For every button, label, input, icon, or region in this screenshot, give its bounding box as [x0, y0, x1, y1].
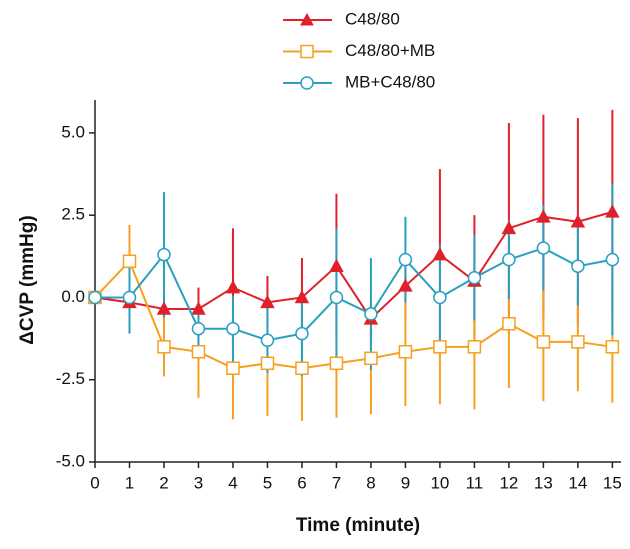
- marker: [294, 289, 310, 304]
- marker: [329, 356, 344, 371]
- x-axis-label: Time (minute): [296, 515, 420, 536]
- y-tick-label: -2.5: [56, 369, 85, 388]
- legend-label: C48/80+MB: [345, 41, 435, 60]
- marker: [226, 321, 240, 336]
- marker: [364, 307, 378, 321]
- marker: [295, 326, 309, 341]
- data-line: [94, 259, 613, 370]
- marker: [467, 340, 482, 354]
- marker: [536, 241, 551, 255]
- x-tick-label: 10: [430, 473, 449, 492]
- marker: [157, 340, 171, 354]
- marker: [605, 340, 620, 354]
- marker: [122, 254, 137, 269]
- marker: [502, 252, 516, 267]
- marker: [191, 301, 206, 315]
- marker: [536, 209, 551, 223]
- data-line: [95, 247, 613, 342]
- data-line: [94, 210, 613, 321]
- x-tick-label: 0: [90, 473, 99, 492]
- marker: [260, 294, 275, 309]
- marker: [191, 321, 206, 336]
- x-tick-label: 2: [159, 473, 168, 492]
- x-tick-label: 4: [228, 473, 237, 492]
- marker: [364, 351, 378, 366]
- marker: [88, 290, 102, 305]
- marker: [536, 335, 551, 349]
- x-tick-label: 9: [401, 473, 410, 492]
- marker: [570, 214, 586, 228]
- y-tick-label: 2.5: [61, 205, 85, 224]
- marker: [295, 361, 309, 375]
- x-tick-label: 6: [297, 473, 306, 492]
- marker: [605, 252, 620, 267]
- x-tick-label: 14: [568, 473, 587, 492]
- legend-marker: [300, 44, 314, 59]
- marker: [432, 247, 448, 261]
- marker: [157, 247, 171, 262]
- marker: [260, 356, 275, 371]
- marker: [398, 278, 413, 292]
- x-tick-label: 3: [194, 473, 203, 492]
- y-tick-label: -5.0: [56, 451, 85, 470]
- y-tick-label: 5.0: [61, 122, 85, 141]
- marker: [225, 280, 241, 294]
- marker: [329, 290, 344, 305]
- x-tick-label: 5: [263, 473, 272, 492]
- marker: [226, 361, 240, 375]
- legend-label: C48/80: [345, 9, 400, 28]
- x-tick-label: 7: [332, 473, 341, 492]
- marker: [467, 270, 482, 285]
- y-axis-label: ΔCVP (mmHg): [17, 215, 38, 344]
- x-tick-label: 11: [466, 473, 484, 492]
- x-tick-label: 1: [125, 473, 134, 492]
- x-tick-label: 13: [534, 473, 553, 492]
- y-tick-label: 0.0: [61, 287, 85, 306]
- marker: [433, 290, 447, 305]
- marker: [329, 258, 344, 272]
- legend-label: MB+C48/80: [345, 72, 435, 91]
- marker: [260, 333, 275, 347]
- x-tick-label: 8: [366, 473, 375, 492]
- x-tick-label: 12: [499, 473, 518, 492]
- marker: [571, 335, 585, 349]
- marker: [156, 301, 172, 315]
- marker: [502, 317, 516, 331]
- marker: [433, 340, 447, 354]
- legend-marker: [300, 76, 314, 90]
- marker: [398, 345, 413, 359]
- marker: [571, 259, 585, 273]
- marker: [191, 345, 206, 359]
- x-tick-label: 15: [603, 473, 622, 492]
- marker: [398, 252, 413, 267]
- legend-marker: [300, 12, 314, 26]
- marker: [605, 204, 620, 218]
- marker: [122, 290, 137, 305]
- marker: [501, 220, 517, 235]
